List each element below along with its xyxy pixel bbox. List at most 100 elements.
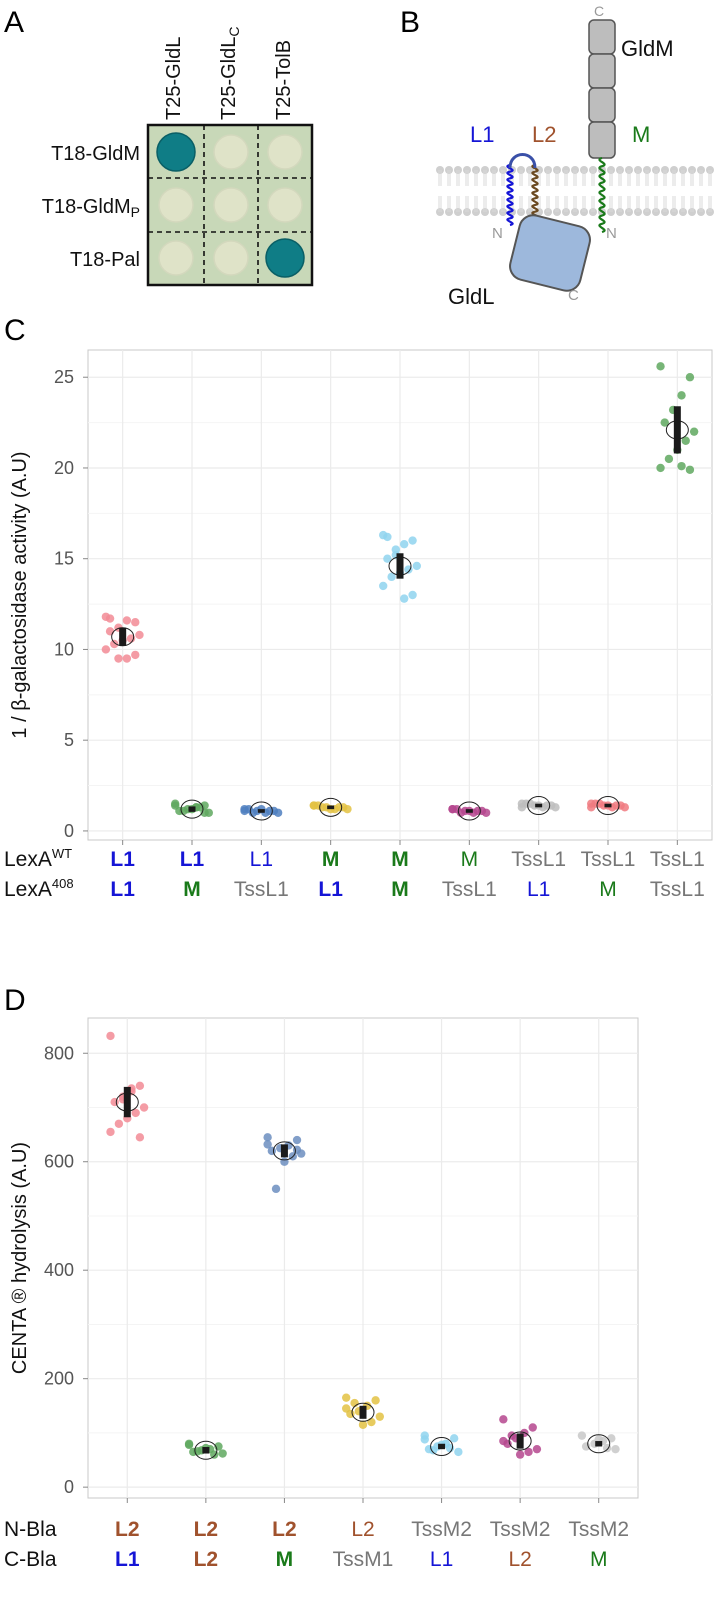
data-point: [689, 427, 699, 436]
panel-a-row-headers: T18-GldM T18-GldMP T18-Pal: [42, 143, 140, 271]
chart-c: 0 5 10 15 20 25 1 / β-galactosidase activity (…: [4, 349, 713, 901]
data-point: [499, 1436, 508, 1446]
lipid-head: [706, 166, 714, 174]
data-point: [240, 806, 249, 816]
mean-marker: [508, 1431, 532, 1451]
y-axis-label: 1 / β-galactosidase activity (A.U): [9, 451, 31, 738]
data-point: [106, 1031, 115, 1041]
x-category-label: M: [183, 878, 201, 901]
error-bar: [280, 1144, 288, 1158]
x-category-label: TssL1: [234, 878, 289, 901]
error-bar: [396, 553, 404, 579]
x-category-label: TssM1: [333, 1548, 394, 1571]
lipid-head: [571, 208, 579, 216]
error-bar: [359, 1405, 367, 1419]
data-point: [677, 391, 686, 400]
lipid-head: [562, 166, 570, 174]
data-point: [358, 1420, 368, 1429]
data-point: [664, 454, 674, 464]
x-category-label: TssL1: [442, 878, 497, 901]
lipid-head: [499, 208, 507, 216]
lipid-head: [544, 166, 552, 174]
lipid-head: [589, 208, 597, 216]
data-point: [532, 1444, 542, 1454]
data-point: [218, 1449, 227, 1458]
data-point: [685, 373, 695, 382]
panel-a-letter: A: [4, 6, 24, 39]
lipid-head: [607, 166, 615, 174]
lipid-head: [463, 208, 471, 216]
lipid-head: [499, 166, 507, 174]
x-category-label: M: [276, 1548, 294, 1571]
error-bar: [604, 803, 612, 808]
l1-l2-loop: [508, 153, 537, 169]
lipid-head: [553, 166, 561, 174]
data-point: [114, 1119, 124, 1128]
l1-n-terminus: N: [492, 225, 503, 242]
mean-marker: [527, 796, 551, 816]
lipid-head: [661, 166, 669, 174]
data-point: [135, 1133, 145, 1142]
negative-spot: [213, 187, 249, 223]
x-category-label: M: [590, 1548, 608, 1571]
x-category-label: TssM2: [411, 1518, 472, 1541]
lipid-head: [670, 166, 678, 174]
data-point: [122, 616, 132, 625]
lipid-head: [688, 208, 696, 216]
x-row-label: N-Bla: [4, 1518, 57, 1541]
y-tick-label: 15: [54, 549, 74, 569]
mean-marker: [457, 801, 481, 821]
data-point: [171, 801, 180, 810]
row-header-t18-gldm: T18-GldM: [51, 143, 140, 165]
negative-spot: [158, 187, 194, 223]
data-point: [309, 801, 319, 810]
x-row-label: C-Bla: [4, 1548, 57, 1571]
x-category-label: L2: [194, 1548, 219, 1571]
lipid-head: [472, 166, 480, 174]
lipid-head: [679, 208, 687, 216]
data-point: [660, 418, 669, 427]
lipid-head: [517, 166, 525, 174]
lipid-head: [553, 208, 561, 216]
error-bar: [123, 1086, 131, 1118]
x-category-label: M: [322, 848, 340, 871]
data-point: [101, 645, 111, 654]
lipid-head: [517, 208, 525, 216]
y-tick-label: 800: [44, 1043, 74, 1063]
error-bar: [119, 627, 127, 646]
column-header-t25-gldlc: T25-GldLC: [218, 27, 242, 121]
x-category-label: TssL1: [511, 848, 566, 871]
column-header-t25-tolb: T25-TolB: [273, 40, 295, 120]
y-tick-label: 10: [54, 639, 74, 659]
data-point: [524, 1447, 533, 1457]
lipid-head: [544, 208, 552, 216]
data-point: [515, 1450, 525, 1459]
data-point: [454, 1447, 463, 1457]
data-point: [114, 654, 123, 663]
y-tick-label: 25: [54, 367, 74, 387]
chart-d: 0 200 400 600 800 CENTA ® hydrolysis (A.U) L2 L…: [4, 1017, 639, 1571]
data-point: [528, 1423, 537, 1432]
x-category-label: L2: [508, 1548, 531, 1571]
x-category-label: L2: [194, 1518, 219, 1541]
error-bar: [438, 1443, 446, 1450]
data-point: [677, 461, 686, 471]
panel-c-letter: C: [4, 314, 26, 347]
x-category-label: L2: [115, 1518, 140, 1541]
panel-b-diagram: C GldM L1 L2 M N N GldL C: [436, 3, 714, 309]
data-point: [577, 1431, 587, 1440]
negative-spot: [213, 240, 249, 276]
data-point: [587, 803, 596, 812]
x-category-label: L1: [318, 878, 343, 901]
x-category-label: M: [391, 848, 409, 871]
lipid-head: [445, 166, 453, 174]
data-point: [135, 1081, 145, 1090]
data-point: [400, 539, 409, 549]
negative-spot: [158, 240, 194, 276]
error-bar: [188, 806, 196, 812]
gldl-c-terminus: C: [568, 287, 579, 304]
data-point: [408, 590, 417, 600]
lipid-head: [697, 208, 705, 216]
data-point: [343, 804, 352, 814]
y-tick-label: 0: [64, 1477, 74, 1497]
